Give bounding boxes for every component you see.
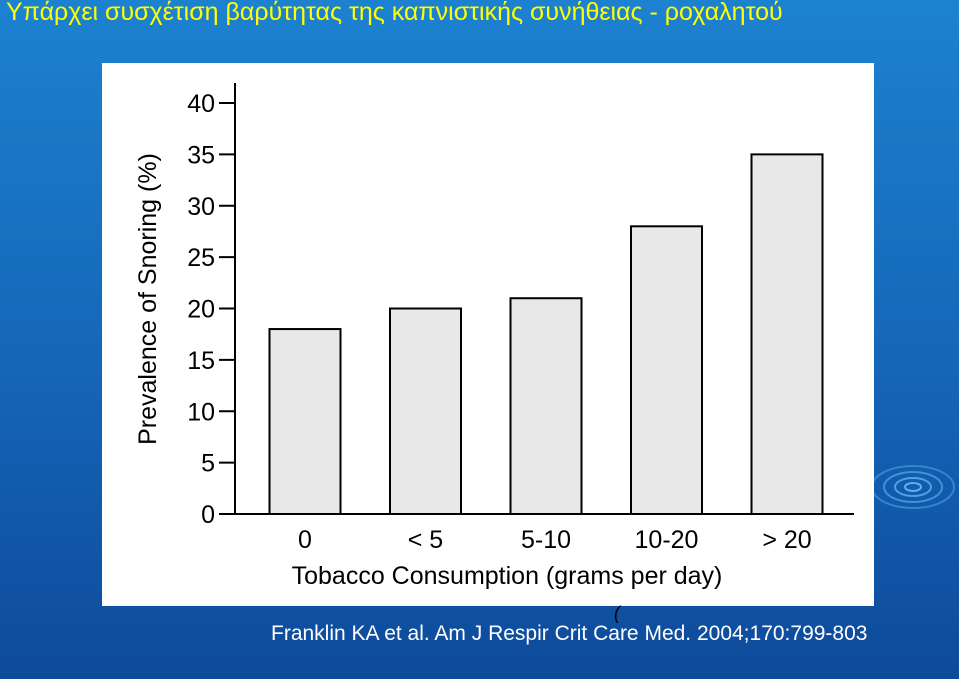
x-tick-label: 10-20 xyxy=(635,526,699,554)
y-tick-label: 20 xyxy=(187,296,215,324)
bar-0 xyxy=(268,328,342,515)
snoring-bar-chart: Prevalence of Snoring (%) 0 5 10 15 20 25 30 35… xyxy=(134,83,854,590)
y-tick-label: 5 xyxy=(201,450,215,478)
slide-title: Υπάρχει συσχέτιση βαρύτητας της καπνιστι… xyxy=(6,0,783,26)
bar-3 xyxy=(630,225,703,516)
y-tick-label: 10 xyxy=(187,398,215,426)
y-axis-label-group: Prevalence of Snoring (%) xyxy=(134,153,162,445)
y-tick-label: 0 xyxy=(201,501,215,529)
y-tick-label: 40 xyxy=(187,90,215,118)
x-tick-label: < 5 xyxy=(408,526,443,554)
water-ripple-decoration xyxy=(871,465,955,509)
y-tick-label: 30 xyxy=(187,193,215,221)
bar-4 xyxy=(750,153,824,515)
chart-panel: Prevalence of Snoring (%) 0 5 10 15 20 25 30 35… xyxy=(102,63,874,606)
citation-text: Franklin KA et al. Am J Respir Crit Care… xyxy=(271,622,868,645)
bar-2 xyxy=(509,297,583,515)
y-tick-label: 35 xyxy=(187,141,215,169)
x-tick-label: 0 xyxy=(298,526,312,554)
x-axis-label: Tobacco Consumption (grams per day) xyxy=(292,562,723,590)
bar-1 xyxy=(389,307,462,515)
y-tick-label: 15 xyxy=(187,347,215,375)
bars xyxy=(268,153,824,516)
cursor-mark: ( xyxy=(614,603,620,623)
x-tick-label: > 20 xyxy=(762,526,811,554)
x-tick-label: 5-10 xyxy=(521,526,571,554)
y-tick-label: 25 xyxy=(187,244,215,272)
y-ticks: 0 5 10 15 20 25 30 35 40 xyxy=(187,90,235,529)
x-ticks: 0 < 5 5-10 10-20 > 20 xyxy=(298,526,812,554)
y-axis-label: Prevalence of Snoring (%) xyxy=(134,153,162,445)
